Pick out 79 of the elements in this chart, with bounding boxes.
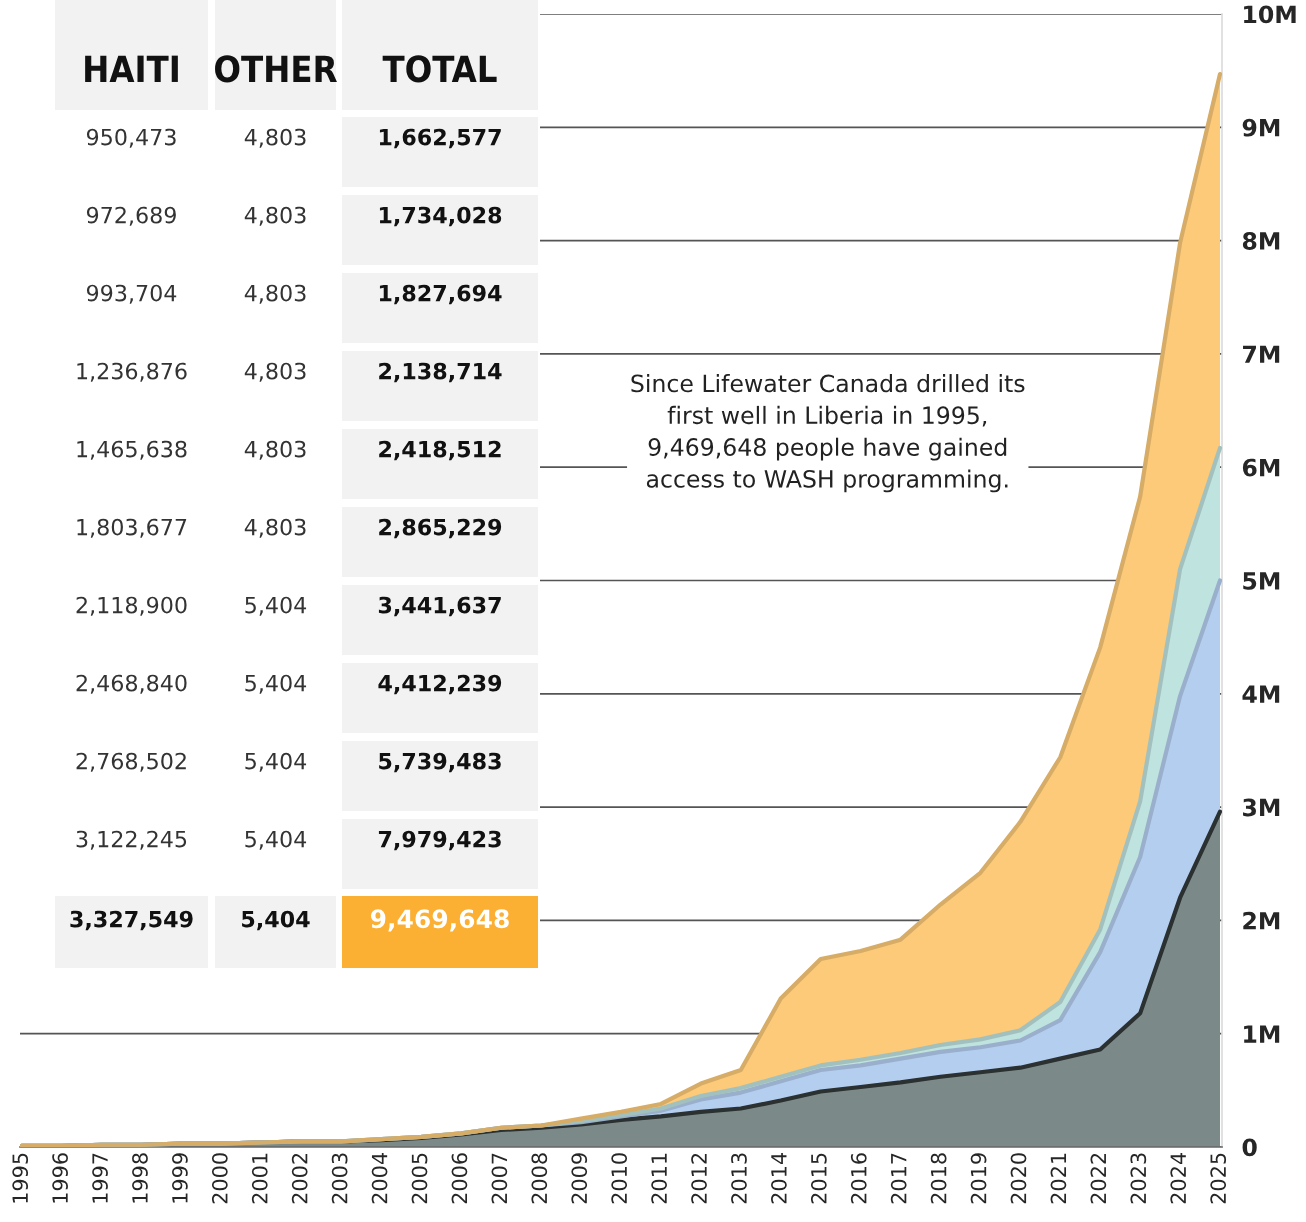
text: 993,704 [86, 284, 177, 304]
x-tick-label: 2006 [451, 1153, 468, 1204]
y-tick-label: 4M [1242, 685, 1280, 703]
x-tick-label: 2023 [1130, 1153, 1147, 1204]
x-tick-label: 2003 [331, 1153, 348, 1204]
y-tick-label: 6M [1242, 458, 1280, 477]
x-tick-label: 2001 [251, 1153, 268, 1204]
text: 9,469,648 [370, 909, 509, 932]
text: 3,327,549 [70, 910, 193, 931]
x-tick-label: 2020 [1010, 1153, 1027, 1204]
y-tick-label: 10M [1244, 5, 1296, 24]
text: 4,803 [244, 128, 306, 148]
text: 5,404 [245, 674, 307, 694]
y-tick-label: 9M [1242, 118, 1280, 137]
x-tick-label: 2014 [771, 1153, 787, 1204]
text: 3,122,245 [76, 830, 187, 850]
x-tick-label: 2015 [810, 1153, 827, 1204]
x-tick-label: 2005 [411, 1153, 428, 1204]
text: 7,979,423 [378, 830, 501, 851]
text: 4,803 [244, 362, 306, 382]
text: 4,803 [244, 518, 306, 538]
text: 2,768,502 [76, 752, 186, 772]
text: 2,118,900 [76, 596, 187, 616]
text: 3,441,637 [378, 596, 501, 617]
x-tick-label: 2025 [1210, 1153, 1227, 1204]
x-tick-label: 2002 [291, 1153, 308, 1204]
text: 4,803 [244, 440, 306, 460]
x-tick-label: 2022 [1090, 1153, 1107, 1204]
text: 4,803 [244, 206, 306, 226]
annotation: Since Lifewater Canada drilled its first well in Liberia in 1995, 9,469,648 people have gained access to WASH programming. [631, 374, 1025, 493]
text: 950,473 [86, 128, 176, 148]
text: 4,412,239 [378, 674, 502, 695]
x-tick-label: 2018 [930, 1153, 947, 1204]
x-tick-label: 2024 [1170, 1153, 1187, 1204]
x-tick-label: 2011 [651, 1153, 667, 1204]
text: 5,739,483 [379, 752, 501, 773]
x-tick-label: 2007 [491, 1153, 508, 1204]
text: 2,418,512 [379, 440, 501, 461]
x-tick-label: 1996 [52, 1153, 68, 1203]
category-label: OTHER [215, 55, 337, 83]
x-tick-label: 2019 [970, 1153, 987, 1204]
text: 972,689 [86, 206, 176, 226]
y-tick-label: 3M [1243, 798, 1280, 817]
text: 1,236,876 [77, 362, 187, 382]
x-tick-label: 1999 [172, 1153, 188, 1203]
x-tick-label: 2012 [691, 1153, 707, 1204]
x-tick-label: 2010 [611, 1153, 628, 1204]
text: 5,404 [245, 596, 307, 616]
category-label: HAITI [85, 55, 178, 82]
y-tick-label: 5M [1243, 572, 1280, 590]
text: 4,803 [244, 284, 306, 304]
text: 5,404 [245, 752, 307, 772]
x-tick-label: 1998 [132, 1153, 148, 1203]
text: 5,404 [245, 830, 307, 850]
y-tick-label: 0 [1242, 1138, 1257, 1157]
category-label: TOTAL [382, 55, 497, 83]
text: 1,734,028 [379, 206, 502, 227]
y-tick-label: 8M [1242, 232, 1280, 250]
text: 1,827,694 [379, 284, 502, 305]
text: 2,138,714 [379, 362, 502, 383]
x-tick-label: 2016 [850, 1153, 867, 1204]
x-tick-label: 2021 [1050, 1153, 1067, 1204]
x-tick-label: 2000 [211, 1153, 228, 1204]
text: 1,803,677 [77, 518, 187, 538]
text: 2,468,840 [76, 674, 187, 694]
y-tick-label: 2M [1243, 911, 1280, 930]
x-tick-label: 2004 [371, 1153, 388, 1204]
x-tick-label: 2017 [890, 1153, 907, 1204]
text: 1,465,638 [77, 440, 187, 460]
x-tick-label: 2008 [531, 1153, 548, 1204]
x-tick-label: 2013 [731, 1153, 747, 1204]
x-tick-label: 1995 [12, 1153, 29, 1203]
text: 5,404 [242, 910, 310, 931]
text: 2,865,229 [379, 518, 502, 539]
x-tick-label: 2009 [571, 1153, 588, 1204]
x-tick-label: 1997 [92, 1153, 108, 1203]
y-tick-label: 7M [1243, 345, 1280, 363]
y-tick-label: 1M [1244, 1025, 1280, 1043]
text: 1,662,577 [379, 128, 501, 149]
